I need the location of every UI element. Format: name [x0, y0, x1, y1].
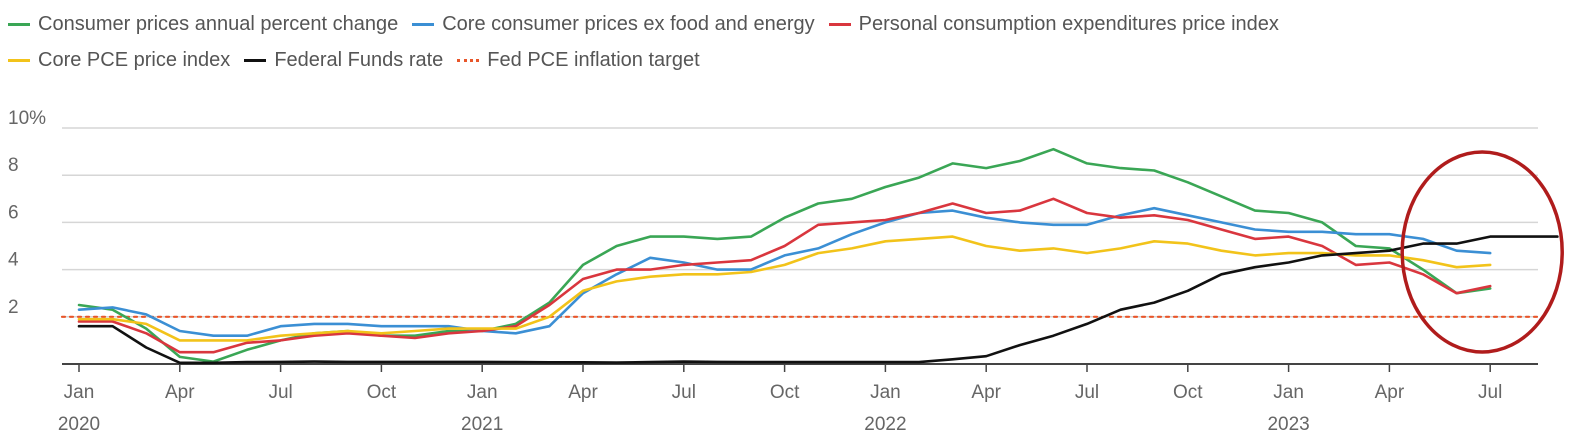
legend-swatch-fed-funds [244, 58, 267, 62]
series-line-3 [77, 235, 1492, 342]
x-tick-label-2: Jul [268, 382, 292, 403]
y-axis-labels: 10% 8 6 4 2 [8, 108, 46, 318]
y-tick-label-3: 4 [8, 250, 19, 271]
y-tick-label-1: 8 [8, 155, 19, 176]
legend-swatch-cpi [8, 22, 30, 26]
x-tick-label-0: Jan [64, 382, 95, 403]
legend-item-pce: Personal consumption expenditures price … [828, 12, 1279, 36]
x-year-label-4: 2021 [461, 414, 503, 435]
legend-row-1: Consumer prices annual percent change Co… [8, 6, 1558, 42]
chart-legend: Consumer prices annual percent change Co… [8, 6, 1558, 78]
legend-label-core-cpi: Core consumer prices ex food and energy [442, 12, 815, 35]
x-tick-label-5: Apr [568, 382, 598, 403]
legend-swatch-core-cpi [412, 22, 435, 26]
legend-item-fed-funds: Federal Funds rate [244, 49, 443, 72]
x-tick-label-12: Jan [1273, 382, 1304, 403]
x-year-label-8: 2022 [864, 414, 906, 435]
legend-item-cpi: Consumer prices annual percent change [8, 13, 398, 36]
legend-label-core-pce: Core PCE price index [38, 48, 231, 71]
x-tick-label-7: Oct [770, 382, 800, 403]
x-tick-label-14: Jul [1478, 382, 1502, 403]
legend-item-core-pce: Core PCE price index [8, 49, 230, 72]
legend-swatch-core-pce [8, 58, 30, 62]
x-year-label-0: 2020 [58, 414, 100, 435]
legend-swatch-fed-target [457, 58, 480, 62]
x-tick-label-8: Jan [870, 382, 901, 403]
x-tick-label-6: Jul [672, 382, 696, 403]
x-tick-label-13: Apr [1375, 382, 1405, 403]
x-axis-labels: Jan 2020 Apr Jul Oct Jan 2021 Apr Jul Oct Jan 2022 A… [58, 382, 1502, 435]
legend-label-fed-funds: Federal Funds rate [274, 48, 444, 71]
series-line-1 [77, 206, 1492, 338]
annotation [1400, 150, 1564, 354]
legend-swatch-pce [828, 22, 851, 26]
legend-label-pce: Personal consumption expenditures price … [858, 12, 1279, 35]
y-tick-label-0: 10% [8, 108, 46, 129]
highlight-circle [1400, 150, 1564, 354]
legend-item-fed-target: Fed PCE inflation target [457, 48, 700, 72]
x-year-label-12: 2023 [1267, 414, 1309, 435]
x-tick-label-11: Oct [1173, 382, 1203, 403]
x-tick-label-1: Apr [165, 382, 195, 403]
x-tick-label-3: Oct [367, 382, 397, 403]
y-tick-label-4: 2 [8, 297, 19, 318]
series-line-4 [77, 235, 1559, 365]
legend-label-fed-target: Fed PCE inflation target [487, 48, 700, 71]
x-tick-label-4: Jan [467, 382, 498, 403]
legend-label-cpi: Consumer prices annual percent change [38, 12, 399, 35]
series-line-2 [77, 197, 1492, 354]
x-tick-label-10: Jul [1075, 382, 1099, 403]
series-lines [60, 147, 1559, 365]
legend-item-core-cpi: Core consumer prices ex food and energy [412, 12, 815, 36]
legend-row-2: Core PCE price index Federal Funds rate … [8, 42, 1558, 78]
y-tick-label-2: 6 [8, 202, 19, 223]
x-tick-label-9: Apr [971, 382, 1001, 403]
